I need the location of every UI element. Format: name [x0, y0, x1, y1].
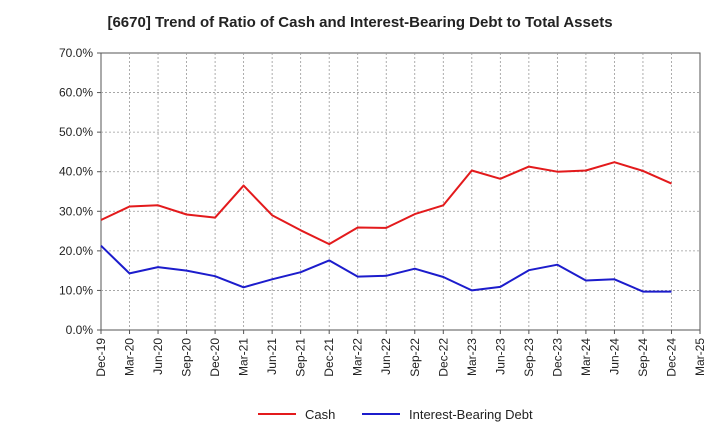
chart-title: [6670] Trend of Ratio of Cash and Intere…	[107, 14, 613, 31]
y-tick-label: 10.0%	[59, 283, 93, 297]
y-tick-label: 40.0%	[59, 165, 93, 179]
x-tick-label: Jun-20	[151, 338, 165, 375]
series-line-0	[100, 161, 672, 246]
x-tick-label: Sep-22	[408, 338, 422, 377]
x-tick-label: Jun-22	[379, 338, 393, 375]
legend-label-1: Interest-Bearing Debt	[409, 407, 533, 422]
x-tick-label: Mar-24	[579, 338, 593, 376]
x-tick-label: Dec-20	[208, 338, 222, 377]
x-tick-label: Mar-20	[123, 338, 137, 376]
legend-label-0: Cash	[305, 407, 335, 422]
x-tick-label: Jun-23	[493, 338, 507, 375]
x-tick-label: Dec-21	[322, 338, 336, 377]
y-tick-label: 30.0%	[59, 204, 93, 218]
x-tick-label: Sep-21	[294, 338, 308, 377]
x-tick-label: Jun-24	[607, 338, 621, 375]
x-tick-label: Dec-22	[436, 338, 450, 377]
x-tick-label: Mar-21	[237, 338, 251, 376]
x-tick-label: Sep-24	[636, 338, 650, 377]
x-tick-label: Dec-24	[664, 338, 678, 377]
y-tick-label: 50.0%	[59, 125, 93, 139]
x-tick-label: Jun-21	[265, 338, 279, 375]
y-tick-label: 0.0%	[66, 323, 94, 337]
x-tick-label: Mar-25	[693, 338, 707, 376]
x-tick-label: Dec-23	[550, 338, 564, 377]
y-tick-label: 20.0%	[59, 244, 93, 258]
plot-area	[100, 52, 701, 331]
x-tick-label: Dec-19	[94, 338, 108, 377]
series-line-1	[100, 244, 672, 293]
y-tick-label: 60.0%	[59, 86, 93, 100]
x-tick-label: Sep-20	[180, 338, 194, 377]
x-tick-label: Sep-23	[522, 338, 536, 377]
y-tick-label: 70.0%	[59, 46, 93, 60]
x-tick-label: Mar-23	[465, 338, 479, 376]
x-tick-label: Mar-22	[351, 338, 365, 376]
